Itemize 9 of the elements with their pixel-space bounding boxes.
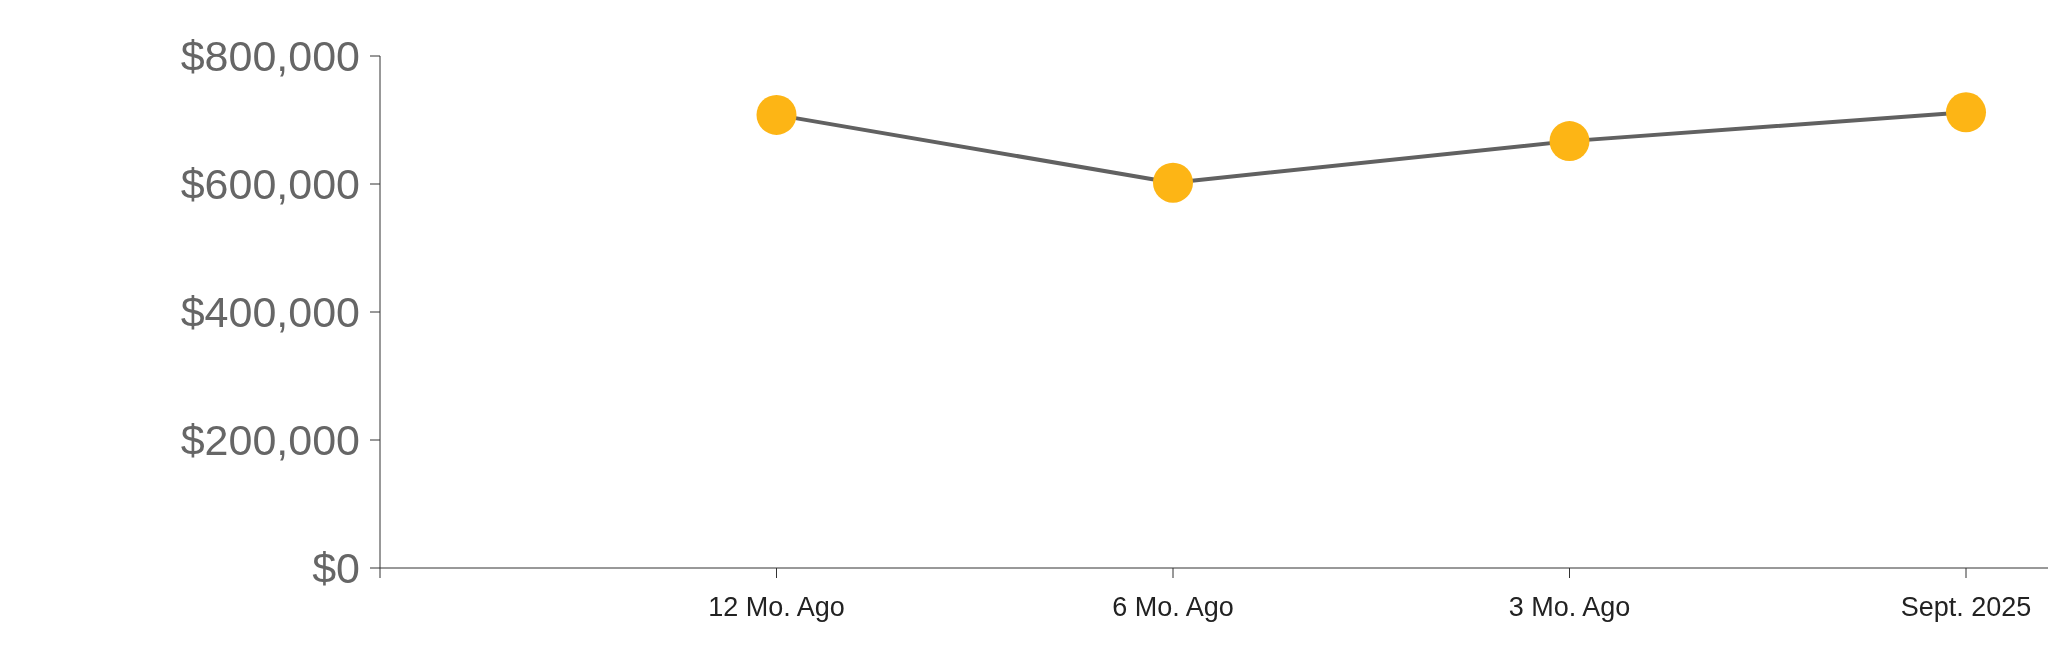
y-tick-label: $600,000	[180, 160, 360, 209]
y-tick-label: $200,000	[180, 416, 360, 465]
x-tick-label: 6 Mo. Ago	[1112, 592, 1234, 622]
x-tick-label: 3 Mo. Ago	[1508, 592, 1631, 622]
x-tick-label: Sept. 2025	[1900, 592, 2032, 622]
y-tick-label: $800,000	[180, 32, 360, 81]
y-tick-label: $0	[312, 544, 360, 593]
x-tick-label: 12 Mo. Ago	[708, 592, 845, 622]
y-tick-label: $400,000	[180, 288, 360, 337]
